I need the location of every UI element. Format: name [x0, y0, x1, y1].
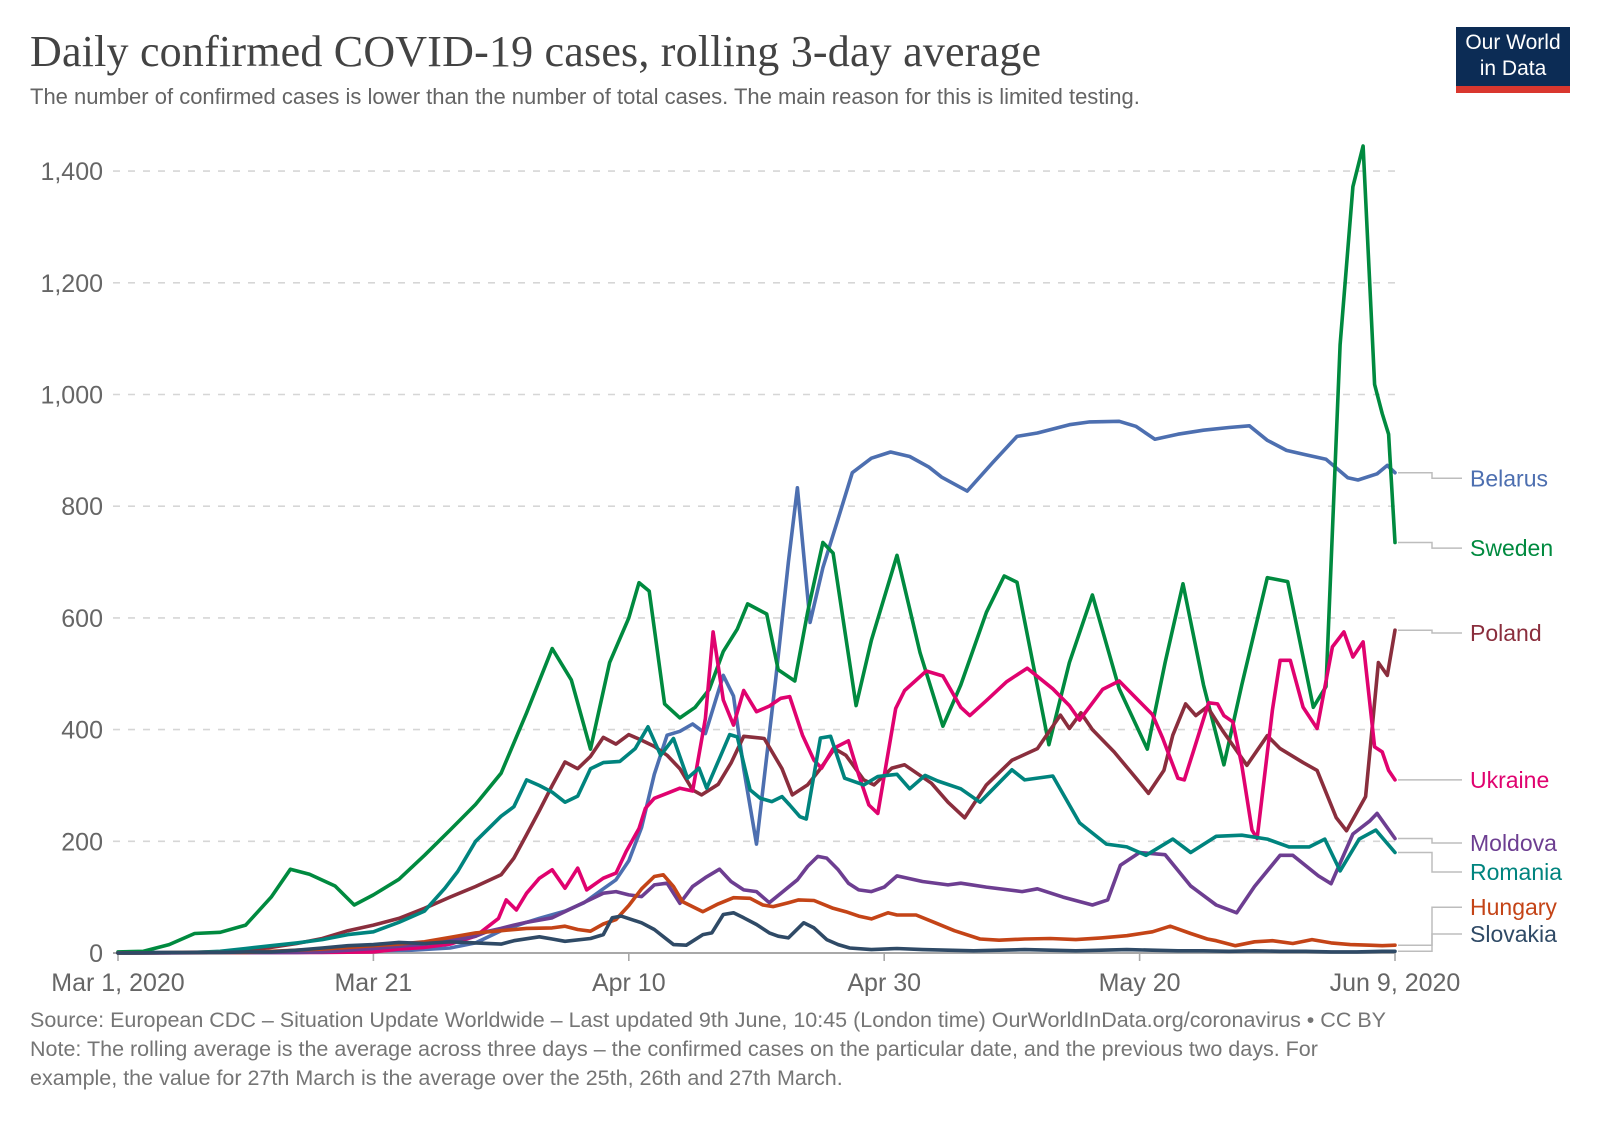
x-axis-tick-label: Jun 9, 2020	[1330, 969, 1461, 997]
y-axis-tick-label: 1,400	[40, 158, 103, 186]
y-axis-tick-label: 600	[61, 605, 103, 633]
note-line-1: Note: The rolling average is the average…	[30, 1037, 1318, 1061]
x-axis-tick-label: May 20	[1099, 969, 1181, 997]
legend-connector-romania	[1398, 851, 1462, 873]
legend-label-ukraine[interactable]: Ukraine	[1470, 767, 1549, 793]
chart-subtitle: The number of confirmed cases is lower t…	[30, 84, 1140, 109]
legend-label-sweden[interactable]: Sweden	[1470, 535, 1553, 561]
legend-label-poland[interactable]: Poland	[1470, 620, 1542, 646]
y-axis-tick-label: 1,200	[40, 270, 103, 298]
owid-logo-line2: in Data	[1479, 57, 1547, 80]
y-axis-tick-label: 400	[61, 717, 103, 745]
legend-connector-hungary	[1398, 906, 1462, 946]
x-axis-tick-label: Apr 10	[592, 969, 666, 997]
legend-label-hungary[interactable]: Hungary	[1470, 894, 1557, 920]
x-axis-tick-label: Apr 30	[847, 969, 921, 997]
series-line-sweden[interactable]	[116, 144, 1397, 954]
legend-connector-moldova	[1398, 837, 1462, 844]
owid-logo-line1: Our World	[1465, 31, 1561, 54]
legend-label-belarus[interactable]: Belarus	[1470, 465, 1548, 491]
x-axis-tick-label: Mar 21	[334, 969, 412, 997]
series-line-slovakia[interactable]	[116, 911, 1397, 955]
series-line-hungary[interactable]	[116, 873, 1397, 955]
series-line-moldova[interactable]	[116, 811, 1397, 955]
legend-label-slovakia[interactable]: Slovakia	[1470, 921, 1557, 947]
legend-label-moldova[interactable]: Moldova	[1470, 830, 1557, 856]
y-axis-tick-label: 800	[61, 493, 103, 521]
legend-connector-poland	[1398, 629, 1462, 634]
legend-label-romania[interactable]: Romania	[1470, 859, 1562, 885]
y-axis-tick-label: 0	[89, 940, 103, 968]
series-line-romania[interactable]	[116, 725, 1397, 955]
source-line: Source: European CDC – Situation Update …	[30, 1008, 1387, 1032]
legend-connector-slovakia	[1398, 933, 1462, 953]
y-axis-tick-label: 1,000	[40, 382, 103, 410]
owid-logo[interactable]: Our World in Data	[1456, 27, 1570, 93]
legend-connector-sweden	[1398, 541, 1462, 549]
chart-footer: Source: European CDC – Situation Update …	[30, 1006, 1570, 1093]
x-axis-tick-label: Mar 1, 2020	[51, 969, 184, 997]
series-line-ukraine[interactable]	[116, 630, 1397, 955]
note-line-2: example, the value for 27th March is the…	[30, 1066, 843, 1090]
legend-connector-belarus	[1398, 471, 1462, 480]
y-axis-tick-label: 200	[61, 828, 103, 856]
page-title: Daily confirmed COVID-19 cases, rolling …	[30, 27, 1042, 76]
